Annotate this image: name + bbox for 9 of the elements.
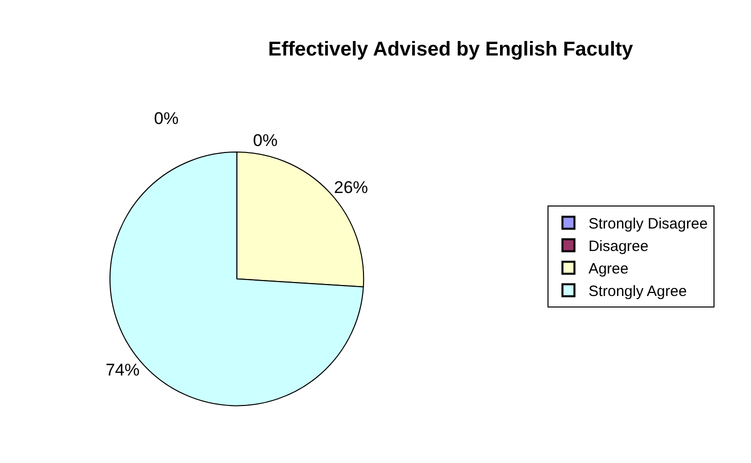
- chart-title: Effectively Advised by English Faculty: [268, 38, 634, 61]
- legend-label: Strongly Agree: [588, 283, 687, 300]
- text: 0%: [253, 131, 278, 150]
- legend-label: Disagree: [588, 238, 648, 256]
- data-label: 26%: [334, 178, 368, 198]
- legend-label: Strongly Disagree: [588, 216, 708, 233]
- legend-label: Agree: [588, 260, 628, 278]
- text: 0%: [154, 109, 179, 128]
- data-label: 74%: [106, 360, 140, 380]
